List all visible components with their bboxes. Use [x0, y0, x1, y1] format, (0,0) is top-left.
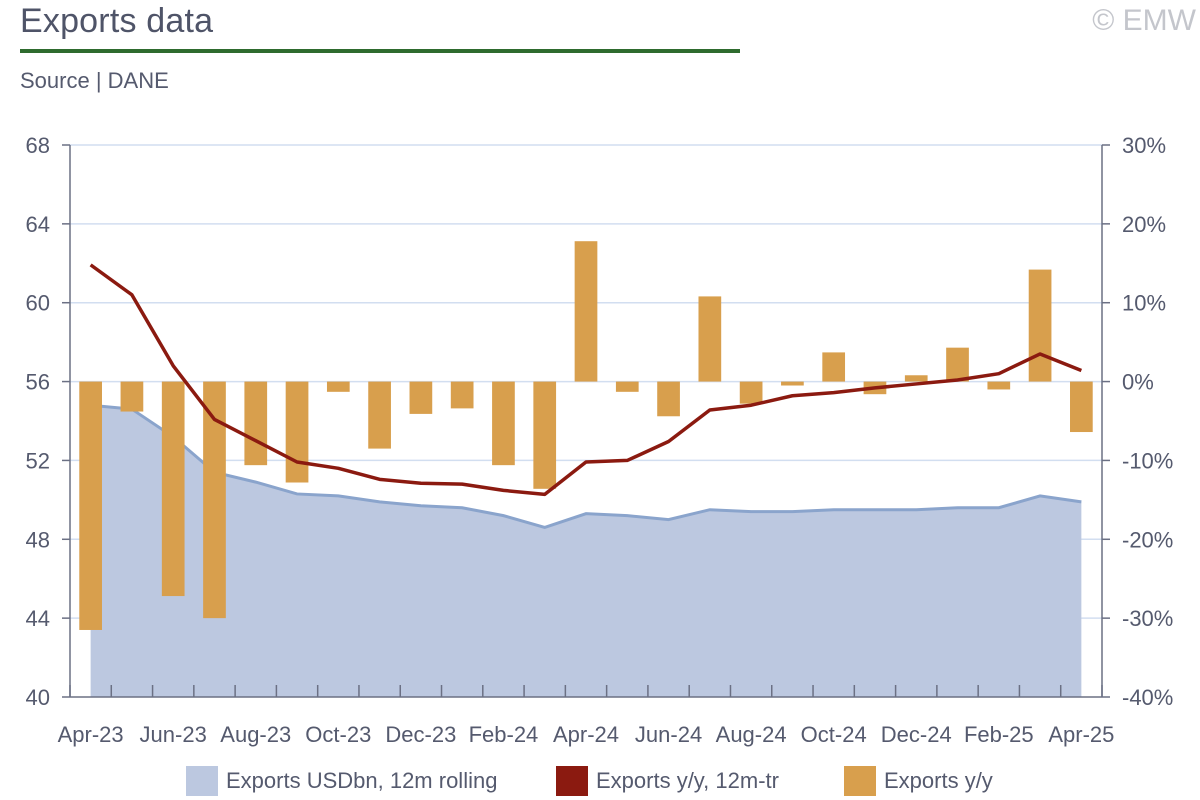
- legend-swatch-area: [186, 766, 218, 796]
- bar-exports-yy: [698, 296, 722, 382]
- bar-exports-yy: [615, 381, 639, 392]
- x-tick-label: Oct-23: [305, 722, 371, 747]
- y-left-tick-label: 64: [26, 212, 50, 237]
- x-tick-label: Apr-24: [553, 722, 619, 747]
- y-left-tick-label: 68: [26, 133, 50, 158]
- bar-exports-yy: [533, 381, 557, 489]
- bar-exports-yy: [368, 381, 391, 449]
- x-tick-label: Apr-25: [1048, 722, 1114, 747]
- x-tick-label: Dec-23: [385, 722, 456, 747]
- bar-exports-yy: [657, 381, 680, 417]
- bar-exports-yy: [492, 381, 515, 466]
- y-right-tick-label: 10%: [1122, 291, 1166, 316]
- y-right-tick-label: 20%: [1122, 212, 1166, 237]
- y-right-tick-label: -40%: [1122, 685, 1173, 710]
- bar-exports-yy: [409, 381, 433, 414]
- legend-label-bars: Exports y/y: [884, 768, 993, 793]
- legend-label-area: Exports USDbn, 12m rolling: [226, 768, 498, 793]
- line-exports-yy-12m: [89, 263, 1083, 497]
- bar-exports-yy: [904, 375, 928, 382]
- y-left-tick-label: 48: [26, 527, 50, 552]
- y-right-tick-label: 0%: [1122, 370, 1154, 395]
- chart-title: Exports data: [20, 2, 214, 40]
- line-layer: [89, 263, 1083, 497]
- x-tick-label: Feb-24: [469, 722, 539, 747]
- axis-layer: 40 -40% 44 -30% 48 -20% 52 -10% 56 0% 60 10% 64 20% 68…: [26, 133, 1174, 747]
- y-left-tick-label: 60: [26, 291, 50, 316]
- legend: Exports USDbn, 12m rolling Exports y/y, …: [0, 762, 1200, 798]
- y-right-tick-label: -30%: [1122, 606, 1173, 631]
- bar-exports-yy: [161, 381, 185, 597]
- x-tick-label: Aug-23: [220, 722, 291, 747]
- bar-exports-yy: [450, 381, 474, 409]
- y-right-tick-label: -10%: [1122, 448, 1173, 473]
- legend-swatch-line: [556, 766, 588, 796]
- bar-exports-yy: [244, 381, 268, 466]
- bar-exports-yy: [574, 241, 598, 382]
- bar-exports-yy: [1070, 381, 1093, 433]
- bar-exports-yy: [781, 381, 804, 386]
- bar-exports-yy: [79, 381, 102, 630]
- copyright-label: © EMW: [1092, 4, 1196, 37]
- legend-swatch-bars: [844, 766, 876, 796]
- title-underline: [20, 49, 740, 53]
- bar-exports-yy: [946, 347, 969, 382]
- y-left-tick-label: 40: [26, 685, 50, 710]
- x-tick-label: Oct-24: [801, 722, 867, 747]
- x-tick-label: Feb-25: [964, 722, 1034, 747]
- y-left-tick-label: 52: [26, 448, 50, 473]
- bar-exports-yy: [822, 352, 846, 382]
- y-left-tick-label: 44: [26, 606, 50, 631]
- y-right-tick-label: 30%: [1122, 133, 1166, 158]
- bar-exports-yy: [739, 381, 763, 404]
- x-tick-label: Apr-23: [58, 722, 124, 747]
- x-tick-label: Jun-24: [635, 722, 702, 747]
- bar-exports-yy: [326, 381, 350, 392]
- area-exports-usdbn: [90, 405, 1082, 697]
- bar-exports-yy: [987, 381, 1011, 390]
- bar-exports-yy: [285, 381, 309, 483]
- y-right-tick-label: -20%: [1122, 527, 1173, 552]
- x-tick-label: Jun-23: [140, 722, 207, 747]
- source-label: Source | DANE: [20, 68, 169, 93]
- legend-label-line: Exports y/y, 12m-tr: [596, 768, 779, 793]
- area-layer: [90, 403, 1082, 697]
- x-tick-label: Aug-24: [716, 722, 787, 747]
- bar-exports-yy: [203, 381, 226, 619]
- area-exports-usdbn-edge: [90, 403, 1082, 530]
- bar-exports-yy: [1028, 269, 1052, 382]
- y-left-tick-label: 56: [26, 370, 50, 395]
- bar-exports-yy: [120, 381, 144, 412]
- x-tick-label: Dec-24: [881, 722, 952, 747]
- bar-layer: [79, 241, 1093, 630]
